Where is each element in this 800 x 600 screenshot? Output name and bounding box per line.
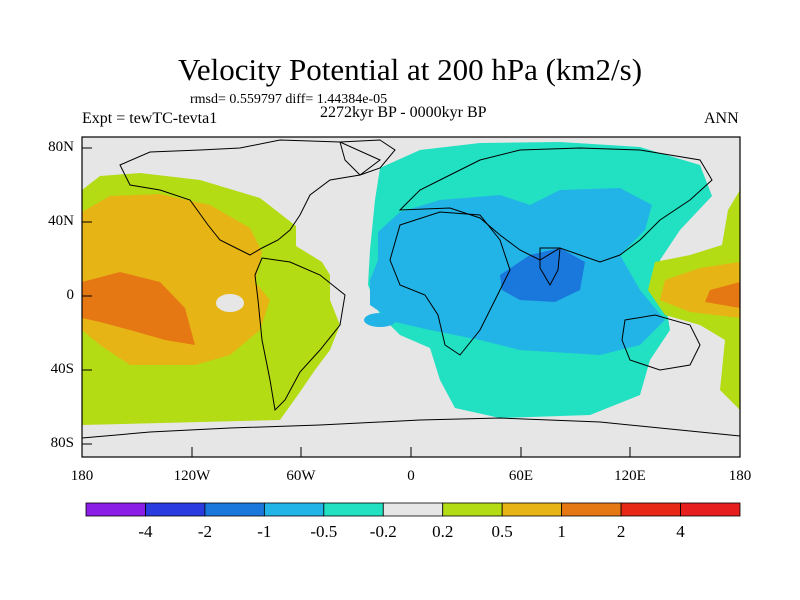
colorbar-label: -2: [197, 522, 212, 541]
colorbar-label: 4: [676, 522, 685, 541]
contour-pos-1-west: [82, 272, 195, 345]
y-label-40s: 40S: [50, 361, 74, 377]
x-label-180-west: 180: [70, 468, 94, 484]
x-label-180-east: 180: [728, 468, 752, 484]
colorbar-label: 2: [616, 522, 626, 541]
colorbar-swatch: [263, 502, 325, 517]
contour-pos-1-east-edge: [705, 282, 740, 308]
contour-fills: [82, 142, 740, 425]
x-label-60w: 60W: [286, 468, 316, 484]
y-label-40n: 40N: [48, 213, 74, 229]
colorbar-swatch: [85, 502, 146, 517]
colorbar-label: -0.5: [310, 522, 338, 541]
x-label-0: 0: [407, 468, 415, 484]
contour-neg-0.5-atlantic: [364, 313, 396, 327]
colorbar-label: 0.5: [491, 522, 513, 541]
colorbar-swatch: [680, 502, 741, 517]
y-label-80s: 80S: [50, 435, 74, 451]
colorbar-swatch: [145, 502, 206, 517]
x-label-60e: 60E: [508, 468, 534, 484]
colorbar-swatch: [620, 502, 681, 517]
colorbar-swatch: [501, 502, 563, 517]
contour-hole-west: [216, 294, 244, 312]
period-label: 2272kyr BP - 0000kyr BP: [320, 104, 487, 121]
y-label-80n: 80N: [48, 139, 74, 155]
rmsd-diff-stats: rmsd= 0.559797 diff= 1.44384e-05: [190, 92, 388, 107]
map-title: Velocity Potential at 200 hPa (km2/s): [177, 52, 643, 87]
contour-neg-1-east: [500, 248, 585, 302]
colorbar-swatch: [442, 502, 503, 517]
colorbar: [85, 502, 741, 517]
axis-ticks: [81, 147, 741, 457]
colorbar-swatch: [204, 502, 265, 517]
season-label: ANN: [704, 110, 739, 127]
y-label-0: 0: [66, 287, 75, 303]
colorbar-label: -1: [257, 522, 272, 541]
experiment-label: Expt = tewTC-tevta1: [82, 110, 218, 127]
x-label-120e: 120E: [614, 468, 646, 484]
colorbar-swatch: [382, 502, 444, 517]
colorbar-swatch: [561, 502, 622, 517]
colorbar-label: 1: [557, 522, 566, 541]
colorbar-label: -0.2: [369, 522, 397, 541]
colorbar-label: -4: [138, 522, 153, 541]
coastlines: [81, 139, 741, 439]
colorbar-swatch: [323, 502, 384, 517]
colorbar-label: 0.2: [432, 522, 454, 541]
x-label-120w: 120W: [173, 468, 211, 484]
